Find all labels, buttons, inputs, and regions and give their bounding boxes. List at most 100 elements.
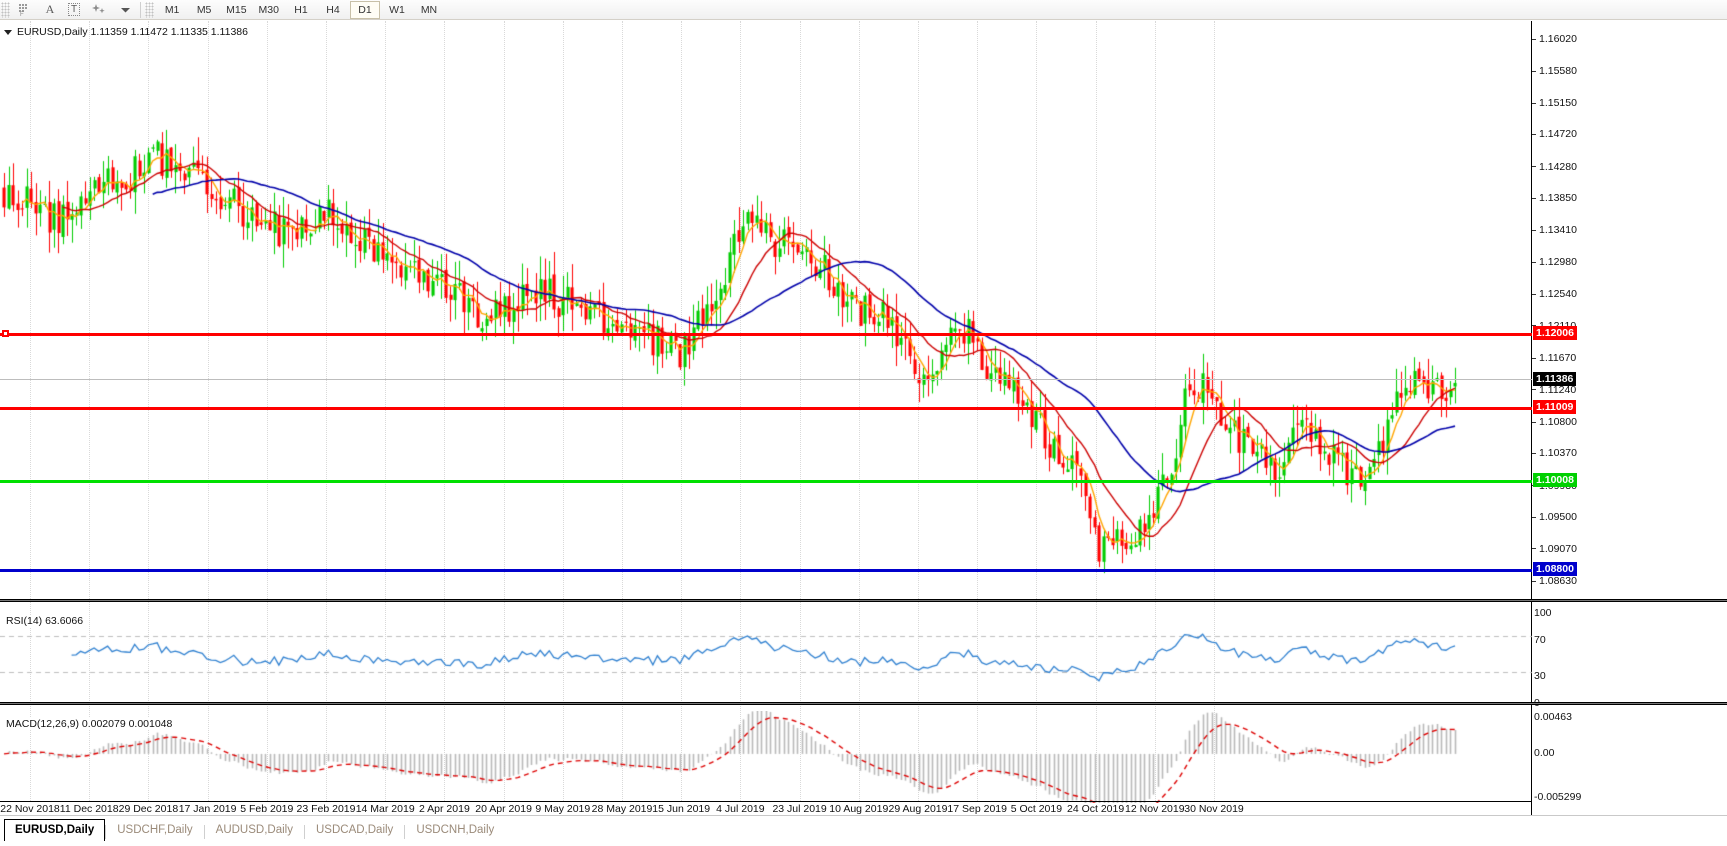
- candlestick-canvas[interactable]: [0, 21, 1532, 581]
- timeframe-button-h4[interactable]: H4: [326, 3, 340, 16]
- level-line-current[interactable]: [0, 378, 1532, 380]
- tab-divider: [404, 825, 406, 839]
- date-tick-label: 2 Apr 2019: [418, 803, 470, 815]
- tick-mark: [1532, 516, 1536, 518]
- tick-mark: [1532, 293, 1536, 295]
- timeframe-button-m5[interactable]: M5: [196, 3, 212, 16]
- price-tick-1-12980: 1.12980: [1532, 256, 1577, 268]
- green-level-tag[interactable]: 1.10008: [1533, 472, 1577, 487]
- level-line-resistance[interactable]: [0, 330, 1532, 338]
- date-tick-label: 17 Sep 2019: [947, 803, 1007, 815]
- price-tick-label: 1.09500: [1539, 511, 1577, 524]
- chart-tab-usdcad[interactable]: USDCAD,Daily: [315, 824, 394, 836]
- chart-tab-audusd[interactable]: AUDUSD,Daily: [215, 824, 293, 836]
- text-object-icon[interactable]: T: [63, 1, 85, 19]
- rsi-tick-label: 70: [1534, 634, 1546, 646]
- date-tick-label: 11 Dec 2018: [59, 803, 119, 815]
- chart-menu-triangle-icon[interactable]: [4, 29, 12, 35]
- timeframe-button-d1[interactable]: D1: [349, 0, 380, 19]
- price-tick-1-10370: 1.10370: [1532, 447, 1577, 459]
- timeframe-button-mn[interactable]: MN: [420, 3, 438, 16]
- price-tick-1-11670: 1.11670: [1532, 352, 1576, 364]
- resistance-level-tag[interactable]: 1.12006: [1533, 326, 1577, 341]
- macd-tick-2: -0.005299: [1532, 791, 1581, 803]
- level-line-green[interactable]: [0, 479, 1532, 483]
- date-tick-label: 4 Jul 2019: [716, 803, 765, 815]
- objects-icon[interactable]: [87, 1, 112, 19]
- timeframe-button-m1[interactable]: M1: [164, 3, 180, 16]
- tick-mark: [1532, 102, 1536, 104]
- date-tick-label: 28 May 2019: [591, 803, 653, 815]
- macd-canvas[interactable]: [0, 711, 1532, 803]
- timeframe-group: M1 M5 M15 M30 H1 H4 D1 W1 MN: [156, 0, 445, 19]
- support-level-tag[interactable]: 1.11009: [1533, 399, 1577, 414]
- price-tick-label: 1.12540: [1539, 288, 1577, 301]
- chart-tab-usdchf[interactable]: USDCHF,Daily: [117, 824, 193, 836]
- rsi-tick-label: 100: [1534, 607, 1552, 619]
- date-tick-label: 15 Jun 2019: [652, 803, 711, 815]
- macd-tick-label: 0.00: [1534, 746, 1555, 759]
- price-tick-1-09070: 1.09070: [1532, 543, 1577, 555]
- chart-tab-bar[interactable]: EURUSD,Daily USDCHF,Daily AUDUSD,Daily USDC…: [0, 815, 1727, 846]
- date-tick-label: 10 Aug 2019: [829, 803, 889, 815]
- level-line-anchor-handle[interactable]: [2, 330, 9, 338]
- crosshair-grid-icon[interactable]: F: [13, 1, 37, 19]
- chart-tab-eurusd[interactable]: EURUSD,Daily: [4, 819, 106, 841]
- date-tick-label: 14 Mar 2019: [355, 803, 415, 815]
- date-tick-label: 23 Jul 2019: [772, 803, 827, 815]
- tick-mark: [1532, 197, 1536, 199]
- toolbar-grip[interactable]: [1, 1, 10, 18]
- level-line-support[interactable]: [0, 406, 1532, 410]
- price-tick-label: 1.12980: [1539, 255, 1577, 268]
- date-tick-label: 24 Oct 2019: [1066, 803, 1125, 815]
- pane-separator-macd[interactable]: [0, 702, 1727, 705]
- date-axis[interactable]: 22 Nov 2018 11 Dec 2018 29 Dec 2018 17 Jan …: [0, 801, 1532, 816]
- price-tick-1-08630: 1.08630: [1532, 575, 1577, 587]
- price-tick-1-14720: 1.14720: [1532, 128, 1577, 140]
- date-tick-label: 17 Jan 2019: [178, 803, 237, 815]
- tick-mark: [1532, 70, 1536, 72]
- text-label-icon[interactable]: A: [45, 2, 55, 16]
- price-tick-1-13850: 1.13850: [1532, 192, 1577, 204]
- rsi-canvas[interactable]: [0, 609, 1532, 699]
- rsi-tick-100: 100: [1532, 607, 1552, 619]
- timeframe-button-h1[interactable]: H1: [294, 3, 308, 16]
- macd-tick-label: 0.00463: [1534, 711, 1572, 723]
- pane-separator-rsi[interactable]: [0, 599, 1727, 602]
- date-tick-label: 29 Aug 2019: [888, 803, 948, 815]
- macd-indicator-label: MACD(12,26,9) 0.002079 0.001048: [4, 718, 175, 730]
- price-axis[interactable]: 1.16020 1.15580 1.15150 1.14720 1.14280 1.138…: [1532, 21, 1727, 816]
- timeframe-button-m30[interactable]: M30: [258, 3, 279, 16]
- timeframe-button-w1[interactable]: W1: [389, 3, 405, 16]
- price-tick-1-09500: 1.09500: [1532, 511, 1577, 523]
- rsi-tick-30: 30: [1532, 670, 1546, 682]
- price-tick-label: 1.10800: [1539, 415, 1577, 428]
- tick-mark: [1532, 38, 1536, 40]
- price-tick-label: 1.14280: [1539, 160, 1577, 173]
- tick-mark: [1532, 421, 1536, 423]
- chart-tab-usdcnh[interactable]: USDCNH,Daily: [416, 824, 495, 836]
- date-tick-label: 20 Apr 2019: [475, 803, 532, 815]
- blue-level-tag[interactable]: 1.08800: [1533, 561, 1577, 576]
- timeframe-button-m15[interactable]: M15: [226, 3, 247, 16]
- tick-mark: [1532, 134, 1536, 136]
- tick-mark: [1532, 261, 1536, 263]
- price-tick-1-15580: 1.15580: [1532, 65, 1577, 77]
- price-tick-label: 1.16020: [1539, 33, 1577, 45]
- chevron-down-glyph: [120, 7, 130, 12]
- level-line-blue[interactable]: [0, 568, 1532, 572]
- chart-window[interactable]: EURUSD,Daily 1.11359 1.11472 1.11335 1.1…: [0, 20, 1727, 816]
- timeframe-toolbar-grip[interactable]: [145, 1, 155, 18]
- date-tick-label: 22 Nov 2018: [0, 803, 60, 815]
- current-price-tag[interactable]: 1.11386: [1533, 371, 1577, 386]
- tick-mark: [1532, 389, 1536, 391]
- macd-tick-label: -0.005299: [1534, 791, 1582, 803]
- tick-mark: [1532, 230, 1536, 232]
- dropdown-arrow-icon[interactable]: [114, 1, 136, 19]
- main-toolbar: F A T M1 M5 M15 M30 H1 H4 D1 W1 MN: [0, 0, 1727, 20]
- price-tick-label: 1.13410: [1539, 224, 1577, 237]
- tab-divider: [203, 825, 205, 839]
- date-tick-label: 30 Nov 2019: [1184, 803, 1244, 815]
- chart-plot-area[interactable]: EURUSD,Daily 1.11359 1.11472 1.11335 1.1…: [0, 21, 1727, 816]
